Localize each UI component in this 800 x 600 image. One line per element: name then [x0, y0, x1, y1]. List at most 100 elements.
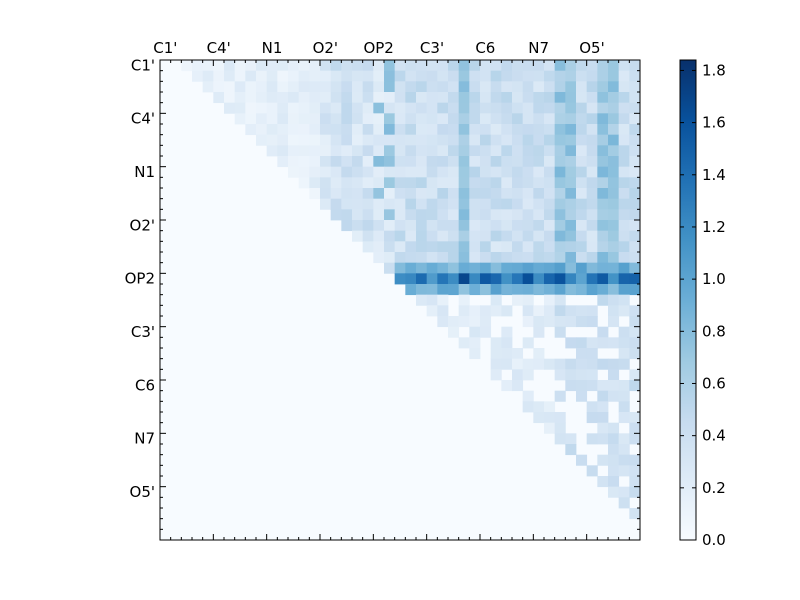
heatmap-cell — [362, 166, 374, 178]
heatmap-cell — [533, 102, 545, 114]
heatmap-cell — [330, 102, 342, 114]
heatmap-cell — [586, 177, 598, 189]
heatmap-cell — [405, 241, 417, 253]
heatmap-cell — [533, 145, 545, 157]
heatmap-cell — [373, 220, 385, 232]
heatmap-cell — [533, 401, 545, 413]
heatmap-cell — [618, 252, 630, 264]
heatmap-cell — [565, 305, 577, 317]
heatmap-cell — [597, 412, 609, 424]
heatmap-cell — [437, 134, 449, 146]
heatmap-cell — [480, 70, 492, 82]
heatmap-cell — [352, 145, 364, 157]
heatmap-cell — [554, 209, 566, 221]
heatmap-cell — [533, 412, 545, 424]
x-tick-label: C1' — [153, 39, 177, 57]
heatmap-cell — [501, 60, 513, 72]
heatmap-cell — [416, 209, 428, 221]
heatmap-cell — [394, 177, 406, 189]
heatmap-cell — [448, 252, 460, 264]
heatmap-cell — [266, 81, 278, 93]
heatmap-cell — [618, 380, 630, 392]
heatmap-cell — [394, 156, 406, 168]
heatmap-cell — [608, 476, 620, 488]
heatmap-cell — [629, 124, 641, 136]
heatmap-cell — [309, 113, 321, 125]
colorbar-tick-label: 1.8 — [702, 61, 726, 79]
heatmap-cell — [469, 241, 481, 253]
heatmap-cell — [437, 209, 449, 221]
heatmap-cell — [576, 145, 588, 157]
heatmap-cell — [330, 177, 342, 189]
heatmap-cell — [618, 348, 630, 360]
heatmap-cell — [298, 60, 310, 72]
heatmap-cell — [618, 390, 630, 402]
heatmap-cell — [490, 92, 502, 104]
heatmap-cell — [554, 113, 566, 125]
heatmap-cell — [554, 241, 566, 253]
heatmap-cell — [544, 166, 556, 178]
y-tick-label: N7 — [134, 430, 155, 448]
heatmap-cell — [330, 134, 342, 146]
heatmap-cell — [394, 70, 406, 82]
heatmap-cell — [597, 134, 609, 146]
heatmap-cell — [608, 134, 620, 146]
y-tick-label: C1' — [131, 56, 155, 74]
heatmap-cell — [490, 166, 502, 178]
heatmap-cell — [458, 145, 470, 157]
heatmap-cell — [341, 70, 353, 82]
heatmap-cell — [576, 358, 588, 370]
heatmap-cell — [597, 113, 609, 125]
heatmap-cell — [320, 124, 332, 136]
heatmap-cell — [469, 156, 481, 168]
heatmap-cell — [586, 92, 598, 104]
heatmap-cell — [480, 241, 492, 253]
heatmap-cell — [330, 92, 342, 104]
heatmap-cell — [394, 166, 406, 178]
heatmap-cell — [373, 113, 385, 125]
heatmap-cell — [341, 113, 353, 125]
heatmap-cell — [586, 305, 598, 317]
heatmap-cell — [618, 262, 630, 274]
heatmap-cell — [480, 273, 492, 285]
heatmap-cell — [394, 230, 406, 242]
heatmap-cell — [618, 273, 630, 285]
heatmap-cell — [426, 252, 438, 264]
heatmap-cell — [608, 177, 620, 189]
heatmap-cell — [522, 230, 534, 242]
heatmap-cell — [469, 284, 481, 296]
heatmap-cell — [533, 113, 545, 125]
heatmap-cell — [405, 81, 417, 93]
heatmap-cell — [469, 102, 481, 114]
heatmap-cell — [629, 198, 641, 210]
heatmap-cell — [512, 369, 524, 381]
heatmap-cell — [437, 305, 449, 317]
heatmap-cell — [373, 241, 385, 253]
heatmap-cell — [629, 113, 641, 125]
heatmap-cell — [533, 124, 545, 136]
heatmap-cell — [629, 156, 641, 168]
heatmap-cell — [352, 113, 364, 125]
heatmap-cell — [629, 60, 641, 72]
heatmap-cell — [394, 145, 406, 157]
heatmap-cell — [576, 102, 588, 114]
heatmap-cell — [341, 102, 353, 114]
heatmap-cell — [544, 198, 556, 210]
heatmap-cell — [426, 60, 438, 72]
heatmap-cell — [458, 305, 470, 317]
heatmap-cell — [608, 252, 620, 264]
heatmap-cell — [384, 156, 396, 168]
heatmap-cell — [458, 156, 470, 168]
heatmap-cell — [608, 145, 620, 157]
heatmap-cell — [426, 198, 438, 210]
heatmap-cell — [565, 156, 577, 168]
x-tick-label: C4' — [207, 39, 231, 57]
heatmap-cell — [288, 60, 300, 72]
heatmap-cell — [629, 262, 641, 274]
heatmap-cell — [405, 156, 417, 168]
heatmap-cell — [394, 273, 406, 285]
heatmap-cell — [522, 358, 534, 370]
heatmap-cell — [416, 156, 428, 168]
y-tick-label: O2' — [130, 216, 155, 234]
